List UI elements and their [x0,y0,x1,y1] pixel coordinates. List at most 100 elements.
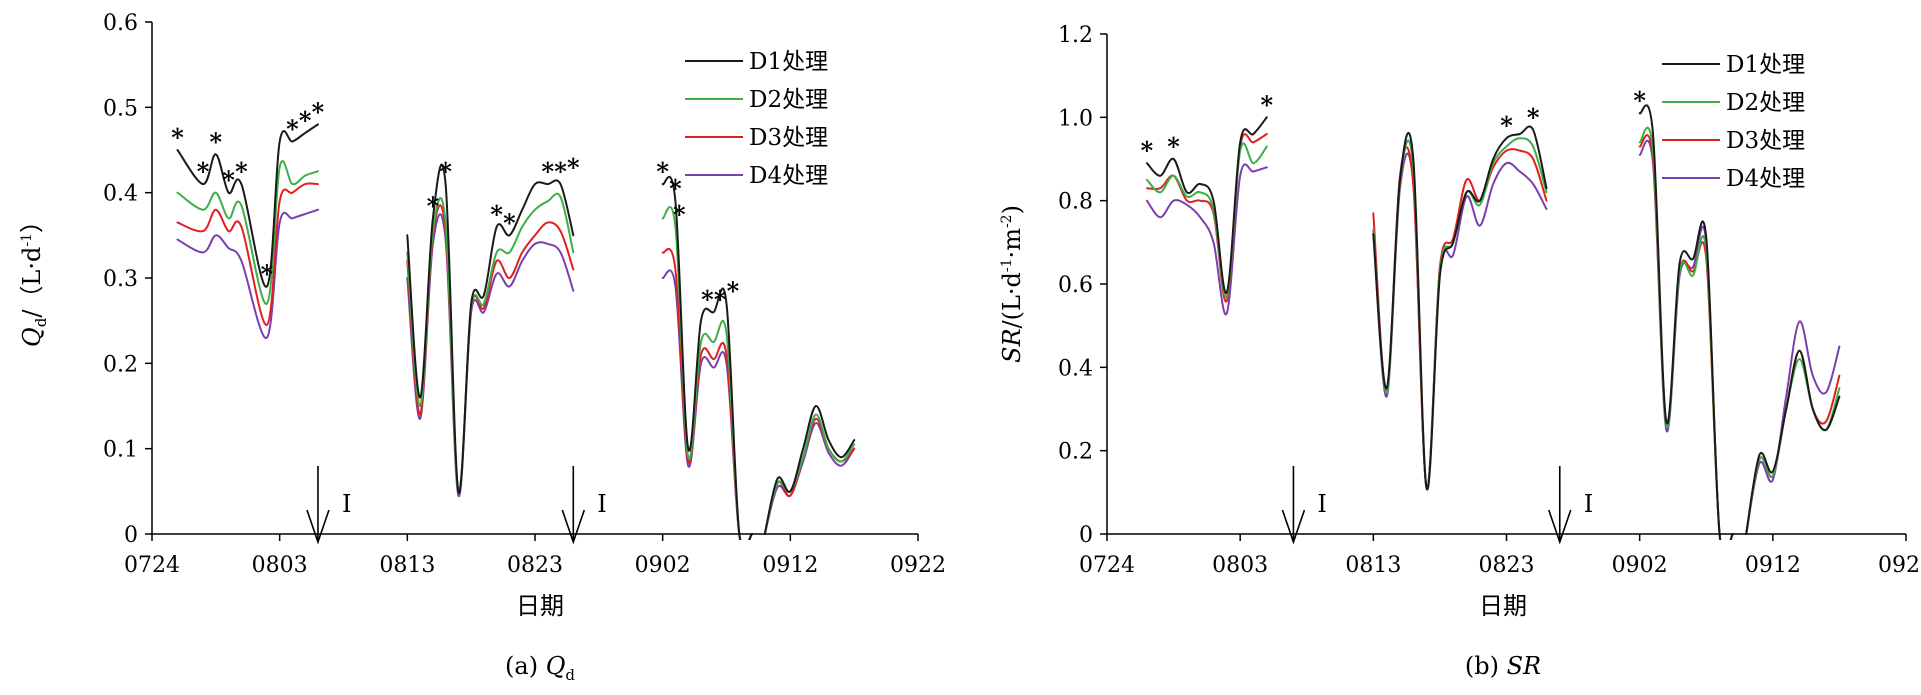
series-line-D4处理 [763,422,856,535]
y-axis-title: Qd/（L·d-1） [18,209,50,347]
significance-marker: * [503,208,516,237]
x-tick-label: 0922 [1878,553,1921,578]
series-line-D1处理 [763,404,856,535]
y-tick-label: 0.4 [1058,356,1093,381]
x-tick-label: 0724 [1079,553,1135,578]
significance-marker: * [235,157,248,186]
series-line-D4处理 [1745,320,1841,535]
irrigation-label: I [1317,490,1326,518]
panel-caption-a: (a) Qd [505,652,575,684]
significance-marker: * [554,157,567,186]
irrigation-arrow: I [306,466,351,545]
significance-marker: * [197,157,210,186]
x-tick-label: 0724 [124,553,180,578]
irrigation-arrow: I [1548,466,1593,545]
irrigation-label: I [1584,490,1593,518]
significance-marker: * [312,97,325,126]
series-line-D3处理 [763,417,856,535]
series-line-D2处理 [661,206,753,540]
x-tick-label: 0912 [1745,553,1801,578]
significance-marker: * [1141,136,1154,165]
y-tick-label: 0.1 [103,438,138,463]
irrigation-arrow: I [561,466,607,545]
significance-marker: * [1500,111,1513,140]
series-line-D1处理 [176,123,319,288]
irrigation-arrow: I [1281,466,1327,545]
significance-marker: * [727,277,740,306]
series-line-D1处理 [661,175,753,540]
significance-marker: * [541,157,554,186]
legend-label: D4处理 [1726,166,1805,192]
legend-label: D1处理 [749,49,828,75]
y-tick-label: 0.6 [1058,273,1093,298]
legend-label: D4处理 [749,163,828,189]
series-line-D1处理 [406,163,575,494]
significance-marker: * [714,285,727,314]
series-line-D2处理 [1745,358,1841,535]
significance-marker: * [673,200,686,229]
series-line-D4处理 [1638,139,1734,540]
x-tick-label: 0803 [1212,553,1268,578]
x-axis-title: 日期 [516,592,564,620]
significance-marker: * [439,157,452,186]
panel-caption-b: (b) SR [1465,652,1541,680]
x-tick-label: 0823 [1479,553,1535,578]
significance-marker: * [427,191,440,220]
x-tick-label: 0823 [507,553,563,578]
significance-marker: * [1527,103,1540,132]
x-tick-label: 0912 [762,553,818,578]
significance-marker: * [490,200,503,229]
y-tick-label: 0.4 [103,182,138,207]
significance-marker: * [286,114,299,143]
series-line-D3处理 [176,182,319,326]
x-tick-label: 0803 [252,553,308,578]
legend-label: D2处理 [1726,90,1805,116]
x-tick-label: 0922 [890,553,946,578]
significance-marker: * [299,106,312,135]
significance-marker: * [701,285,714,314]
x-tick-label: 0813 [379,553,435,578]
significance-marker: * [669,174,682,203]
y-tick-label: 0 [1079,523,1093,548]
significance-marker: * [261,260,274,289]
irrigation-label: I [597,490,606,518]
series-line-D4处理 [1146,163,1268,316]
series-line-D1处理 [1745,349,1841,535]
y-tick-label: 1.2 [1058,23,1093,48]
series-line-D2处理 [1638,126,1734,540]
irrigation-label: I [342,490,351,518]
significance-marker: * [222,166,235,195]
significance-marker: * [567,153,580,182]
series-line-D1处理 [1372,125,1548,491]
series-line-D1处理 [1638,104,1734,540]
y-tick-label: 0.2 [1058,440,1093,465]
y-tick-label: 0.5 [103,96,138,121]
significance-marker: * [1261,90,1274,119]
legend-label: D1处理 [1726,52,1805,78]
significance-marker: * [1167,132,1180,161]
x-tick-label: 0813 [1345,553,1401,578]
significance-marker: * [656,157,669,186]
significance-marker: * [210,127,223,156]
y-tick-label: 0.8 [1058,190,1093,215]
series-line-D3处理 [1638,134,1734,540]
legend: D1处理 D2处理 D3处理 D4处理 [1662,52,1805,192]
x-tick-label: 0902 [635,553,691,578]
series-line-D2处理 [406,192,575,493]
significance-marker: * [1633,86,1646,115]
series-line-D3处理 [1146,133,1268,303]
series-line-D1处理 [1146,116,1268,294]
legend-label: D3处理 [1726,128,1805,154]
panel-b-sr-chart: * * * * * * 0 0.2 0.4 0.6 0.8 1.0 1.2 0724 0803 0813 0… [998,23,1921,680]
y-tick-label: 0.2 [103,352,138,377]
legend: D1处理 D2处理 D3处理 D4处理 [685,49,828,189]
legend-label: D3处理 [749,125,828,151]
x-axis-title: 日期 [1479,592,1527,620]
y-tick-label: 0 [124,523,138,548]
y-tick-label: 1.0 [1058,106,1093,131]
series-line-D2处理 [763,413,856,535]
y-tick-label: 0.6 [103,11,138,36]
y-tick-label: 0.3 [103,267,138,292]
series-line-D4处理 [176,208,319,339]
